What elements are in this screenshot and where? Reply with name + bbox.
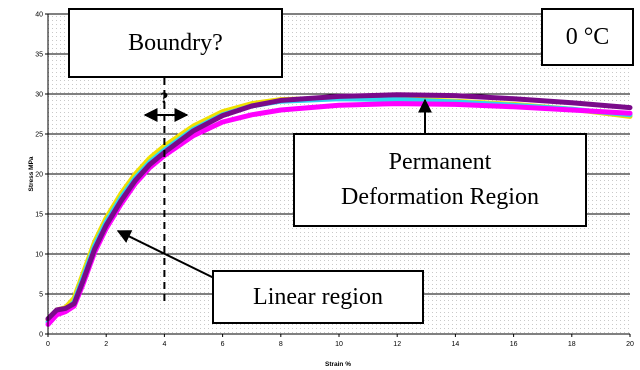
y-axis-title: Stress MPa	[28, 156, 35, 191]
linear-arrow	[116, 230, 215, 279]
permanent-line-1: Permanent	[388, 149, 492, 175]
annotation-overlay: ?	[116, 78, 432, 306]
y-tick-label: 10	[35, 252, 43, 259]
permanent-deformation-label: Permanent Deformation Region	[293, 133, 587, 227]
y-tick-label: 25	[35, 132, 43, 139]
y-tick-label: 40	[35, 12, 43, 19]
axes	[45, 13, 631, 337]
x-tick-label: 14	[452, 341, 460, 348]
boundary-question-mark: ?	[160, 90, 168, 107]
permanent-line-2: Deformation Region	[341, 184, 539, 210]
x-axis-title: Strain %	[325, 361, 351, 368]
x-tick-label: 16	[510, 341, 518, 348]
y-tick-label: 20	[35, 172, 43, 179]
x-tick-label: 20	[626, 341, 634, 348]
y-tick-label: 35	[35, 52, 43, 59]
x-tick-label: 10	[335, 341, 343, 348]
boundary-label: Boundry?	[68, 8, 283, 78]
x-tick-label: 8	[279, 341, 283, 348]
y-tick-label: 30	[35, 92, 43, 99]
x-tick-label: 6	[221, 341, 225, 348]
y-tick-label: 0	[39, 332, 43, 339]
tick-labels: 0 2 4 6 8 10 12 14 16 18 20 0 5 10 15 20 25 30 35 40	[35, 12, 634, 349]
x-tick-label: 0	[46, 341, 50, 348]
temperature-label: 0 °C	[541, 8, 634, 66]
linear-region-label: Linear region	[212, 270, 424, 324]
x-tick-label: 4	[162, 341, 166, 348]
x-tick-label: 12	[393, 341, 401, 348]
y-tick-label: 15	[35, 212, 43, 219]
x-tick-label: 2	[104, 341, 108, 348]
y-tick-label: 5	[39, 292, 43, 299]
x-tick-label: 18	[568, 341, 576, 348]
